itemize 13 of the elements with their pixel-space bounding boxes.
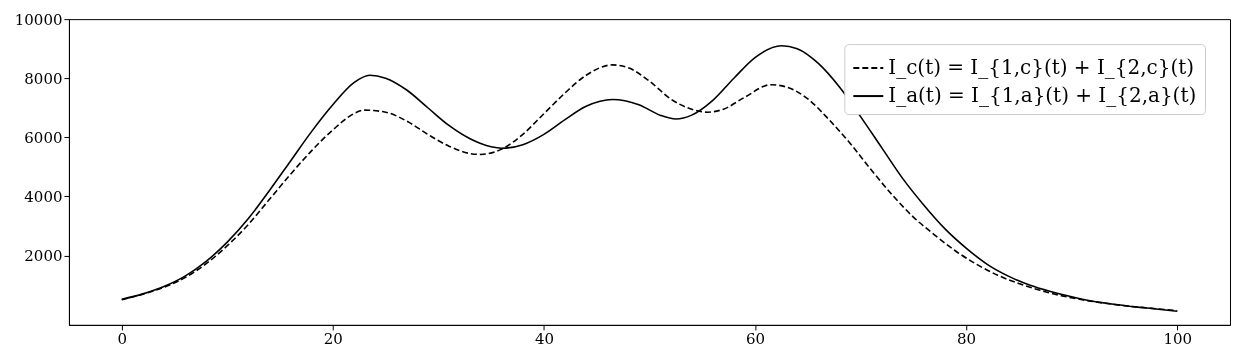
x-tick-label: 0 <box>117 330 127 349</box>
y-tick-label: 6000 <box>24 128 63 147</box>
x-tick-label: 20 <box>323 330 343 349</box>
x-tick-label: 40 <box>534 330 554 349</box>
y-tick-label: 4000 <box>24 187 63 206</box>
y-tick-label: 10000 <box>14 10 63 29</box>
y-tick-label: 8000 <box>24 69 63 88</box>
x-tick-label: 60 <box>746 330 766 349</box>
x-tick-label: 100 <box>1163 330 1193 349</box>
legend-label: I_a(t) = I_{1,a}(t) + I_{2,a}(t) <box>888 83 1197 108</box>
x-tick-label: 80 <box>957 330 977 349</box>
legend-label: I_c(t) = I_{1,c}(t) + I_{2,c}(t) <box>888 55 1195 80</box>
y-tick-label: 2000 <box>24 246 63 265</box>
